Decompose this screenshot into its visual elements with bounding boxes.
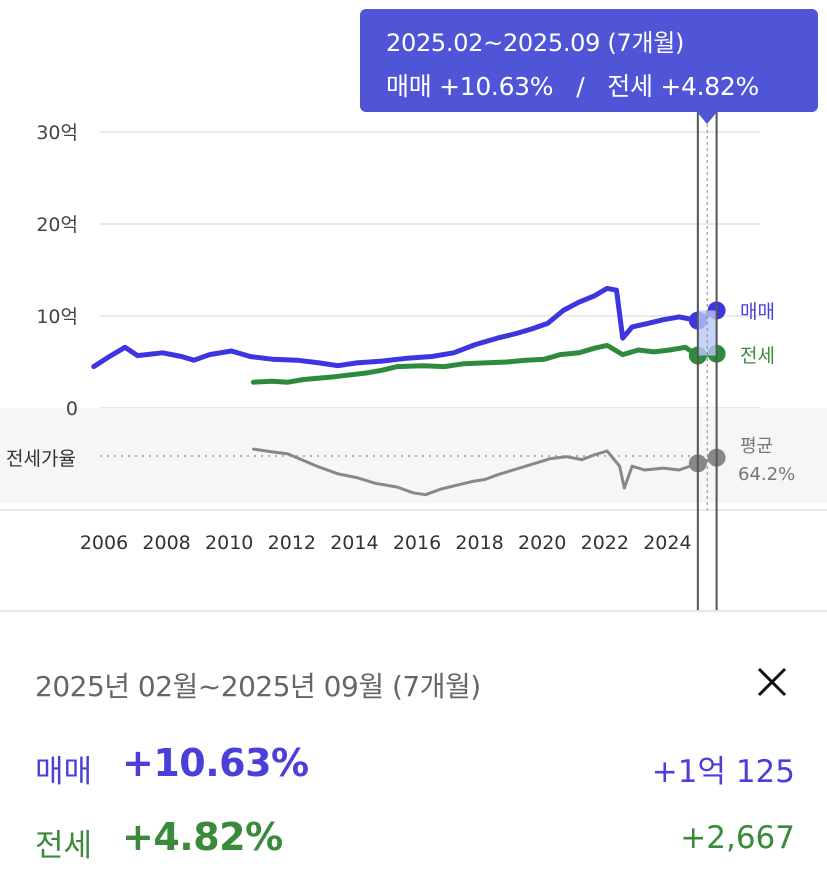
y-tick-label: 0: [66, 398, 78, 420]
axis-labels: 30억 20억 10억 0 전세가율 2006 2008 2010 2012 2014 2016 20…: [6, 122, 795, 554]
y-tick-label: 30억: [36, 122, 78, 144]
ratio-band: [0, 408, 827, 511]
x-tick-label: 2024: [643, 532, 691, 554]
jeonse-label: 전세: [35, 828, 93, 864]
tooltip-sale-change: +10.63%: [439, 72, 554, 101]
close-icon[interactable]: [752, 662, 792, 702]
selection-fill: [697, 310, 717, 356]
legend-sale: 매매: [740, 301, 775, 323]
x-tick-label: 2010: [205, 532, 253, 554]
legend-jeonse: 전세: [740, 345, 775, 367]
average-value: 64.2%: [738, 464, 795, 485]
jeonse-percent: +4.82%: [122, 815, 283, 859]
x-tick-label: 2014: [330, 532, 378, 554]
x-tick-label: 2020: [518, 532, 566, 554]
x-tick-label: 2016: [393, 532, 441, 554]
ratio-band-bg: [0, 408, 827, 503]
tooltip-separator: /: [576, 72, 585, 101]
series-line-1: [250, 342, 720, 385]
x-tick-label: 2008: [142, 532, 190, 554]
sale-amount: +1억 125: [651, 754, 795, 790]
panel-period: 2025년 02월~2025년 09월 (7개월): [35, 670, 481, 703]
series-line-0: [91, 285, 720, 370]
selection-range[interactable]: [696, 112, 718, 610]
tooltip-arrow: [697, 112, 717, 124]
sale-label: 매매: [35, 754, 93, 790]
panel-divider: [0, 610, 827, 612]
x-tick-label: 2012: [268, 532, 316, 554]
average-label: 평균: [740, 436, 773, 457]
series-line-2: [251, 447, 719, 497]
y-tick-label: 20억: [36, 214, 78, 236]
tooltip-jeonse-label: 전세: [607, 72, 653, 101]
tooltip-period: 2025.02~2025.09 (7개월): [386, 29, 685, 57]
y-tick-label: 10억: [36, 306, 78, 328]
range-tooltip: 2025.02~2025.09 (7개월) 매매 +10.63% / 전세 +4…: [360, 9, 818, 124]
x-tick-label: 2018: [455, 532, 503, 554]
tooltip-changes: 매매 +10.63% / 전세 +4.82%: [386, 67, 759, 103]
price-chart[interactable]: 30억 20억 10억 0 전세가율 2006 2008 2010 2012 2014 2016 20…: [0, 0, 827, 610]
sale-percent: +10.63%: [122, 741, 309, 785]
ratio-band-label: 전세가율: [6, 448, 76, 470]
tooltip-sale-label: 매매: [386, 72, 432, 101]
jeonse-amount: +2,667: [680, 820, 795, 856]
x-tick-label: 2006: [80, 532, 128, 554]
tooltip-jeonse-change: +4.82%: [660, 72, 759, 101]
x-tick-label: 2022: [581, 532, 629, 554]
summary-panel: 2025년 02월~2025년 09월 (7개월) 매매 +10.63% +1억…: [0, 610, 827, 884]
